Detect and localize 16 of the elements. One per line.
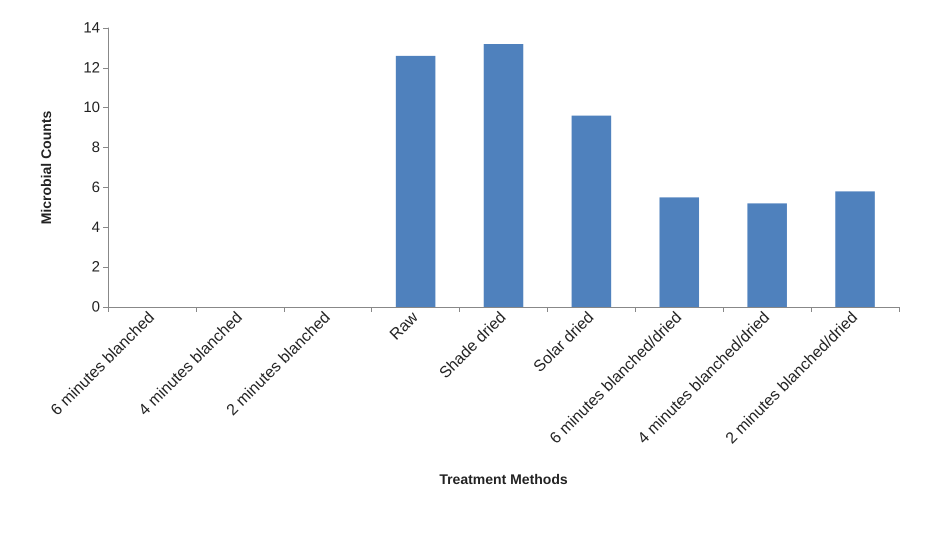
y-tick-label: 0 [92,298,100,316]
bar [484,44,524,307]
y-tick-label: 12 [83,59,100,76]
bar [396,56,436,307]
y-tick-label: 2 [92,258,100,276]
y-tick-label: 14 [83,20,100,36]
y-tick-label: 10 [83,99,100,116]
bar [835,191,875,307]
bar [572,116,612,307]
y-tick-label: 6 [92,178,100,196]
y-axis-title: Microbial Counts [38,110,54,224]
bar [747,203,787,307]
x-axis-title: Treatment Methods [439,471,568,487]
y-tick-label: 4 [92,218,100,236]
bar [660,197,700,307]
y-tick-label: 8 [92,139,100,156]
